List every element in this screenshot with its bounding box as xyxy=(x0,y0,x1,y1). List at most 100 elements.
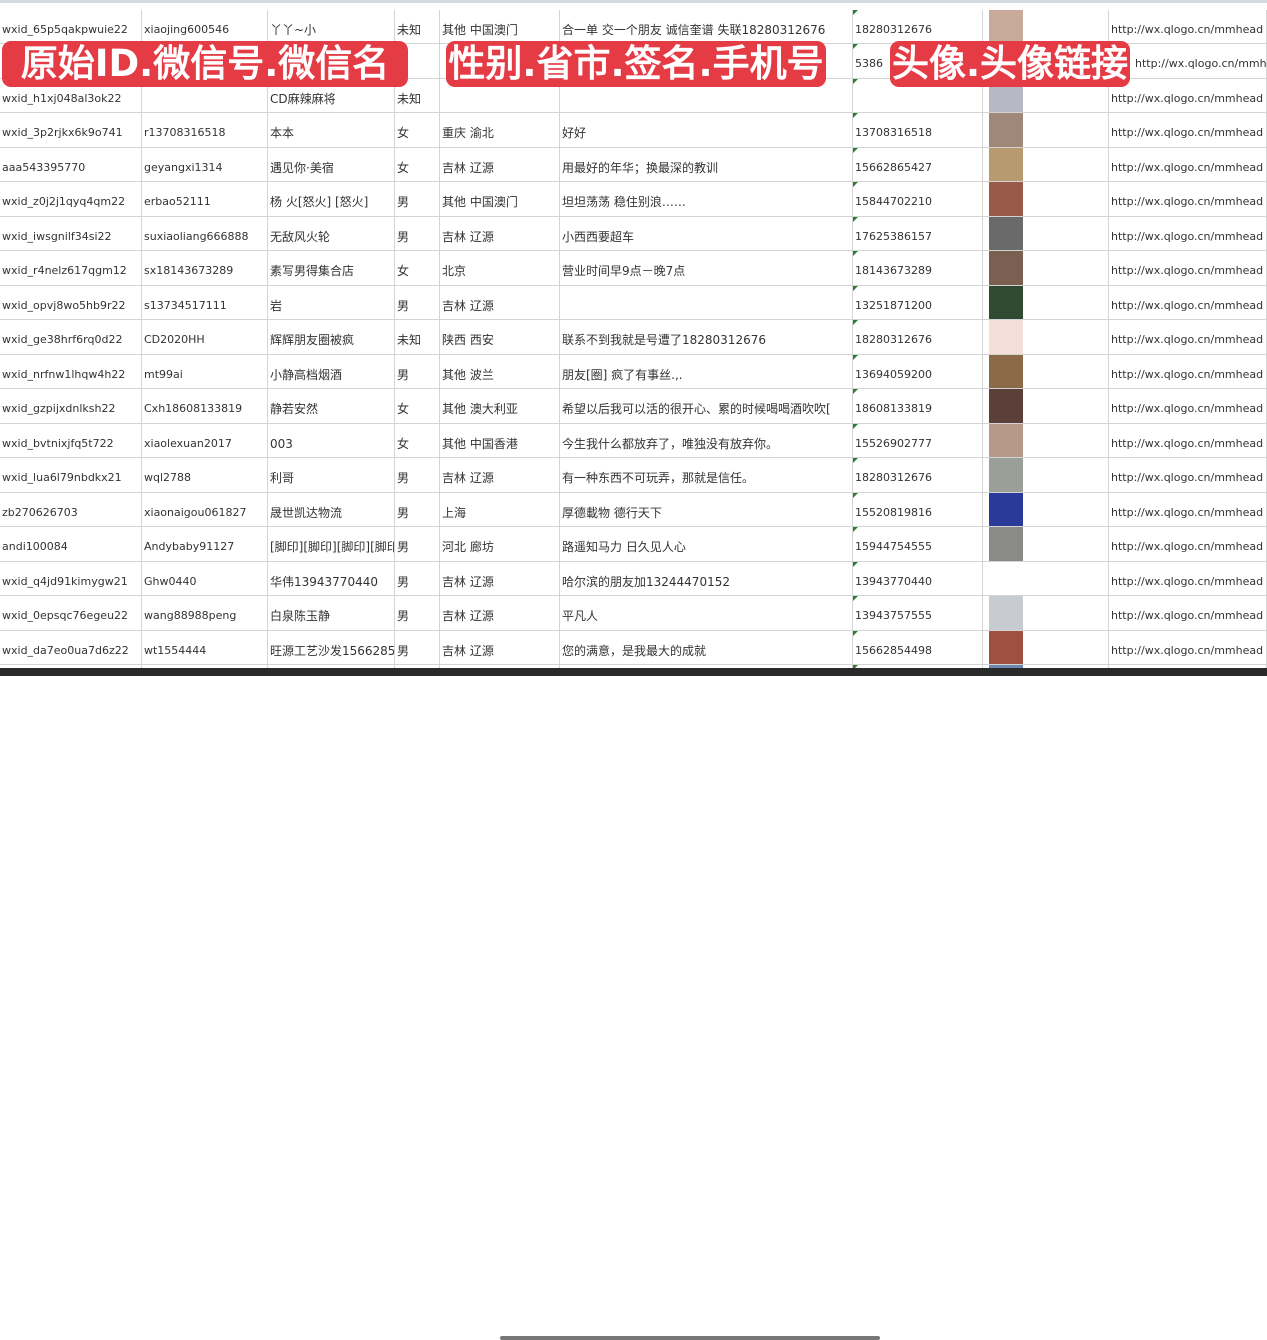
cell-avatar-url[interactable]: http://wx.qlogo.cn/mmhead xyxy=(1109,9,1267,43)
cell-region[interactable]: 吉林 辽源 xyxy=(440,630,560,664)
cell-wechat-name[interactable]: 旺源工艺沙发15662854 xyxy=(268,630,395,664)
cell-wechat-id[interactable]: xiaonaigou061827 xyxy=(142,492,268,526)
cell-avatar-url[interactable]: http://wx.qlogo.cn/mmhead xyxy=(1109,596,1267,630)
cell-gender[interactable]: 女 xyxy=(395,113,440,147)
cell-wechat-id[interactable]: Ghw0440 xyxy=(142,561,268,595)
cell-region[interactable]: 河北 廊坊 xyxy=(440,527,560,561)
cell-signature[interactable]: 营业时间早9点－晚7点 xyxy=(560,251,853,285)
cell-phone[interactable] xyxy=(853,665,983,668)
cell-wechat-name[interactable]: 无敌风火轮 xyxy=(268,216,395,250)
cell-wechat-id[interactable]: Andybaby91127 xyxy=(142,527,268,561)
cell-phone[interactable]: 13943757555 xyxy=(853,596,983,630)
cell-gender[interactable]: 男 xyxy=(395,492,440,526)
cell-original-id[interactable]: wxid_bvtnixjfq5t722 xyxy=(0,423,142,457)
cell-region[interactable]: 陕西 西安 xyxy=(440,320,560,354)
cell-gender[interactable]: 女 xyxy=(395,423,440,457)
cell-gender[interactable]: 男 xyxy=(395,182,440,216)
cell-wechat-id[interactable]: suxiaoliang666888 xyxy=(142,216,268,250)
cell-avatar-url[interactable]: http://wx.qlogo.cn/mmhead xyxy=(1109,458,1267,492)
cell-phone[interactable]: 18143673289 xyxy=(853,251,983,285)
cell-gender[interactable]: 男 xyxy=(395,285,440,319)
cell-avatar[interactable] xyxy=(983,389,1109,423)
cell-original-id[interactable]: wxid_65p5qakpwuie22 xyxy=(0,9,142,43)
cell-avatar-url[interactable]: http://wx.qlogo.cn/mmhead xyxy=(1109,147,1267,181)
cell-phone[interactable]: 15526902777 xyxy=(853,423,983,457)
cell-gender[interactable]: 未知 xyxy=(395,320,440,354)
cell-gender[interactable]: 女 xyxy=(395,147,440,181)
cell-signature[interactable] xyxy=(560,44,853,78)
cell-wechat-id[interactable]: xiaolexuan2017 xyxy=(142,423,268,457)
cell-region[interactable]: 北京 xyxy=(440,251,560,285)
cell-signature[interactable]: 朋友[圈] 疯了有事丝.,. xyxy=(560,354,853,388)
cell-original-id[interactable]: wxid_gzpijxdnlksh22 xyxy=(0,389,142,423)
cell-gender[interactable]: 男 xyxy=(395,527,440,561)
cell-wechat-id[interactable]: geyangxi1314 xyxy=(142,147,268,181)
cell-original-id[interactable]: wxid_q4jd91kimygw21 xyxy=(0,561,142,595)
cell-gender[interactable]: 男 xyxy=(395,216,440,250)
cell-avatar[interactable] xyxy=(983,458,1109,492)
cell-signature[interactable]: 路遥知马力 日久见人心 xyxy=(560,527,853,561)
cell-original-id[interactable]: zb270626703 xyxy=(0,492,142,526)
cell-original-id[interactable]: wxid_0epsqc76egeu22 xyxy=(0,596,142,630)
cell-wechat-name[interactable]: 003 xyxy=(268,423,395,457)
cell-avatar-url[interactable]: http://wx.qlogo.cn/mmhead xyxy=(1109,354,1267,388)
cell-avatar[interactable] xyxy=(983,354,1109,388)
cell-signature[interactable]: 坦坦荡荡 稳住别浪…… xyxy=(560,182,853,216)
cell-avatar[interactable] xyxy=(983,251,1109,285)
cell-wechat-id[interactable]: wql2788 xyxy=(142,458,268,492)
cell-wechat-name[interactable]: 丫丫~小 xyxy=(268,9,395,43)
cell-avatar-url[interactable]: http://wx.qlogo.cn/mmhead xyxy=(1109,423,1267,457)
cell-gender[interactable]: 男 xyxy=(395,596,440,630)
cell-phone[interactable]: 15944754555 xyxy=(853,527,983,561)
cell-avatar[interactable] xyxy=(983,285,1109,319)
cell-avatar-url[interactable]: http://wx.qlogo.cn/mmhead xyxy=(1109,44,1267,78)
cell-wechat-id[interactable]: r13708316518 xyxy=(142,113,268,147)
cell-gender[interactable] xyxy=(395,44,440,78)
cell-wechat-name[interactable]: 静若安然 xyxy=(268,389,395,423)
cell-signature[interactable]: 希望以后我可以活的很开心、累的时候喝喝酒吹吹[ xyxy=(560,389,853,423)
cell-phone[interactable]: 17625386157 xyxy=(853,216,983,250)
scrollbar-thumb[interactable] xyxy=(500,1336,880,1340)
cell-avatar-url[interactable]: http://wx.qlogo.cn/mmhead xyxy=(1109,182,1267,216)
cell-avatar[interactable] xyxy=(983,216,1109,250)
cell-signature[interactable]: 有一种东西不可玩弄，那就是信任。 xyxy=(560,458,853,492)
cell-phone[interactable]: 15662854498 xyxy=(853,630,983,664)
cell-phone[interactable]: 15520819816 xyxy=(853,492,983,526)
cell-region[interactable]: 重庆 渝北 xyxy=(440,113,560,147)
cell-wechat-name[interactable]: 华伟13943770440 xyxy=(268,561,395,595)
cell-signature[interactable]: 平凡人 xyxy=(560,596,853,630)
cell-phone[interactable]: 18280312676 xyxy=(853,458,983,492)
cell-region[interactable]: 吉林 辽源 xyxy=(440,561,560,595)
cell-gender[interactable]: 男 xyxy=(395,561,440,595)
cell-region[interactable]: 吉林 辽源 xyxy=(440,216,560,250)
cell-region[interactable]: 其他 澳大利亚 xyxy=(440,389,560,423)
cell-avatar[interactable] xyxy=(983,630,1109,664)
cell-wechat-name[interactable]: 小静高档烟酒 xyxy=(268,354,395,388)
cell-phone[interactable]: 15844702210 xyxy=(853,182,983,216)
cell-original-id[interactable]: wxid_r4nelz617qgm12 xyxy=(0,251,142,285)
cell-wechat-name[interactable]: 辉辉朋友圈被疯 xyxy=(268,320,395,354)
cell-phone[interactable]: 13251871200 xyxy=(853,285,983,319)
cell-wechat-id[interactable]: wt1554444 xyxy=(142,630,268,664)
cell-phone[interactable]: 18280312676 xyxy=(853,9,983,43)
cell-gender[interactable]: 未知 xyxy=(395,9,440,43)
cell-wechat-id[interactable]: mt99ai xyxy=(142,354,268,388)
cell-phone[interactable]: 15662865427 xyxy=(853,147,983,181)
cell-phone[interactable]: 13708316518 xyxy=(853,113,983,147)
cell-region[interactable]: 其他 中国澳门 xyxy=(440,182,560,216)
cell-wechat-id[interactable]: xiaojing600546 xyxy=(142,9,268,43)
cell-wechat-name[interactable]: 岩 xyxy=(268,285,395,319)
cell-wechat-name[interactable]: 遇见你·美宿 xyxy=(268,147,395,181)
cell-avatar-url[interactable]: http://wx.qlogo.cn/mmhead xyxy=(1109,216,1267,250)
cell-avatar[interactable] xyxy=(983,492,1109,526)
cell-wechat-name[interactable]: 利哥 xyxy=(268,458,395,492)
cell-region[interactable]: 其他 波兰 xyxy=(440,354,560,388)
cell-wechat-name[interactable]: 杨 火[怒火] [怒火] xyxy=(268,182,395,216)
cell-wechat-name[interactable]: 本本 xyxy=(268,113,395,147)
cell-wechat-id[interactable]: wang88988peng xyxy=(142,596,268,630)
cell-wechat-name[interactable]: 晟世凯达物流 xyxy=(268,492,395,526)
cell-region[interactable]: 吉林 辽源 xyxy=(440,147,560,181)
cell-wechat-name[interactable]: CD麻辣麻将 xyxy=(268,78,395,112)
cell-phone[interactable]: 13943770440 xyxy=(853,561,983,595)
cell-avatar-url[interactable]: http://wx.qlogo.cn/mmhead xyxy=(1109,113,1267,147)
